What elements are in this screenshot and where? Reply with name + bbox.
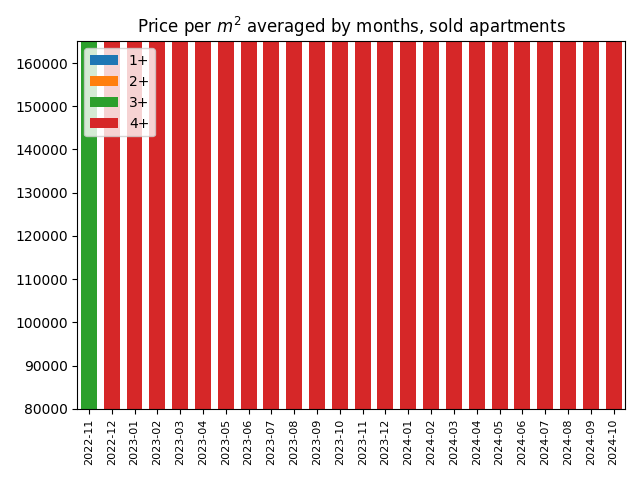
Bar (605, 0, 621, 409)
Bar (423, 0, 439, 409)
Bar (149, 0, 165, 409)
Bar (81, 0, 97, 409)
Bar (195, 28, 211, 409)
Bar (492, 0, 508, 409)
Bar (104, 0, 120, 409)
Bar (309, 0, 325, 409)
Bar (332, 0, 348, 409)
Bar (378, 0, 394, 409)
Bar (241, 0, 257, 409)
Bar (446, 0, 462, 409)
Bar (195, 0, 211, 28)
Bar (218, 0, 234, 409)
Bar (560, 0, 576, 409)
Bar (468, 0, 484, 409)
Bar (355, 0, 371, 409)
Legend: 1+, 2+, 3+, 4+: 1+, 2+, 3+, 4+ (84, 48, 155, 136)
Bar (537, 0, 553, 409)
Bar (583, 0, 599, 409)
Bar (400, 0, 416, 409)
Bar (515, 0, 531, 409)
Bar (172, 0, 188, 409)
Bar (127, 0, 143, 409)
Title: Price per $m^2$ averaged by months, sold apartments: Price per $m^2$ averaged by months, sold… (137, 15, 566, 39)
Bar (286, 0, 302, 409)
Bar (264, 0, 280, 409)
